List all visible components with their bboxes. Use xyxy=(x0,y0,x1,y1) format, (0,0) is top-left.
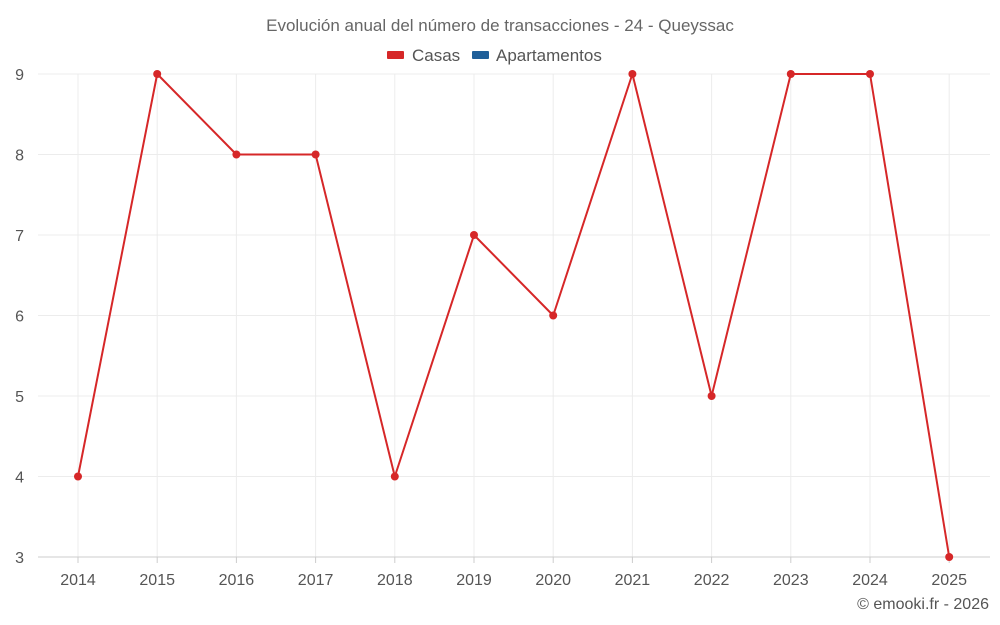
y-tick-label: 4 xyxy=(15,470,24,487)
x-tick-label: 2014 xyxy=(60,572,96,589)
data-point[interactable] xyxy=(945,553,954,561)
x-tick-label: 2020 xyxy=(535,572,571,589)
x-tick-label: 2025 xyxy=(931,572,967,589)
data-point[interactable] xyxy=(549,311,558,320)
data-point[interactable] xyxy=(866,70,874,78)
grid xyxy=(38,73,990,558)
x-tick-label: 2018 xyxy=(377,572,413,589)
legend-label-casas[interactable]: Casas xyxy=(412,46,460,65)
data-point[interactable] xyxy=(232,150,241,159)
x-tick-label: 2022 xyxy=(694,572,730,589)
series-casas xyxy=(74,70,954,561)
y-tick-label: 8 xyxy=(15,148,24,165)
x-tick-label: 2023 xyxy=(773,572,809,589)
x-tick-label: 2017 xyxy=(298,572,334,589)
y-tick-label: 5 xyxy=(15,389,24,406)
data-point[interactable] xyxy=(786,70,795,78)
y-tick-label: 6 xyxy=(15,309,24,326)
data-point[interactable] xyxy=(74,472,82,481)
x-tick-label: 2015 xyxy=(139,572,175,589)
x-tick-label: 2024 xyxy=(852,572,888,589)
y-tick-label: 3 xyxy=(15,550,24,567)
credit-text: © emooki.fr - 2026 xyxy=(857,596,989,613)
chart-title: Evolución anual del número de transaccio… xyxy=(266,16,734,35)
y-tick-label: 7 xyxy=(15,228,24,245)
legend: Casas Apartamentos xyxy=(387,46,602,65)
data-point[interactable] xyxy=(311,150,320,159)
data-point[interactable] xyxy=(470,231,478,239)
legend-swatch-casas[interactable] xyxy=(387,51,404,59)
x-tick-label: 2019 xyxy=(456,572,492,589)
legend-label-apartamentos[interactable]: Apartamentos xyxy=(496,46,602,65)
y-tick-label: 9 xyxy=(15,67,24,84)
x-tick-label: 2016 xyxy=(219,572,255,589)
legend-swatch-apartamentos[interactable] xyxy=(472,51,489,59)
data-point[interactable] xyxy=(153,70,162,78)
axes: 3 4 5 6 7 8 9 2014 2015 2016 2017 2018 2019 2020 2021 2… xyxy=(15,67,990,589)
data-point[interactable] xyxy=(707,392,716,400)
data-point[interactable] xyxy=(628,70,637,78)
series-line-casas xyxy=(77,73,951,558)
data-point[interactable] xyxy=(390,472,399,481)
x-tick-label: 2021 xyxy=(615,572,651,589)
